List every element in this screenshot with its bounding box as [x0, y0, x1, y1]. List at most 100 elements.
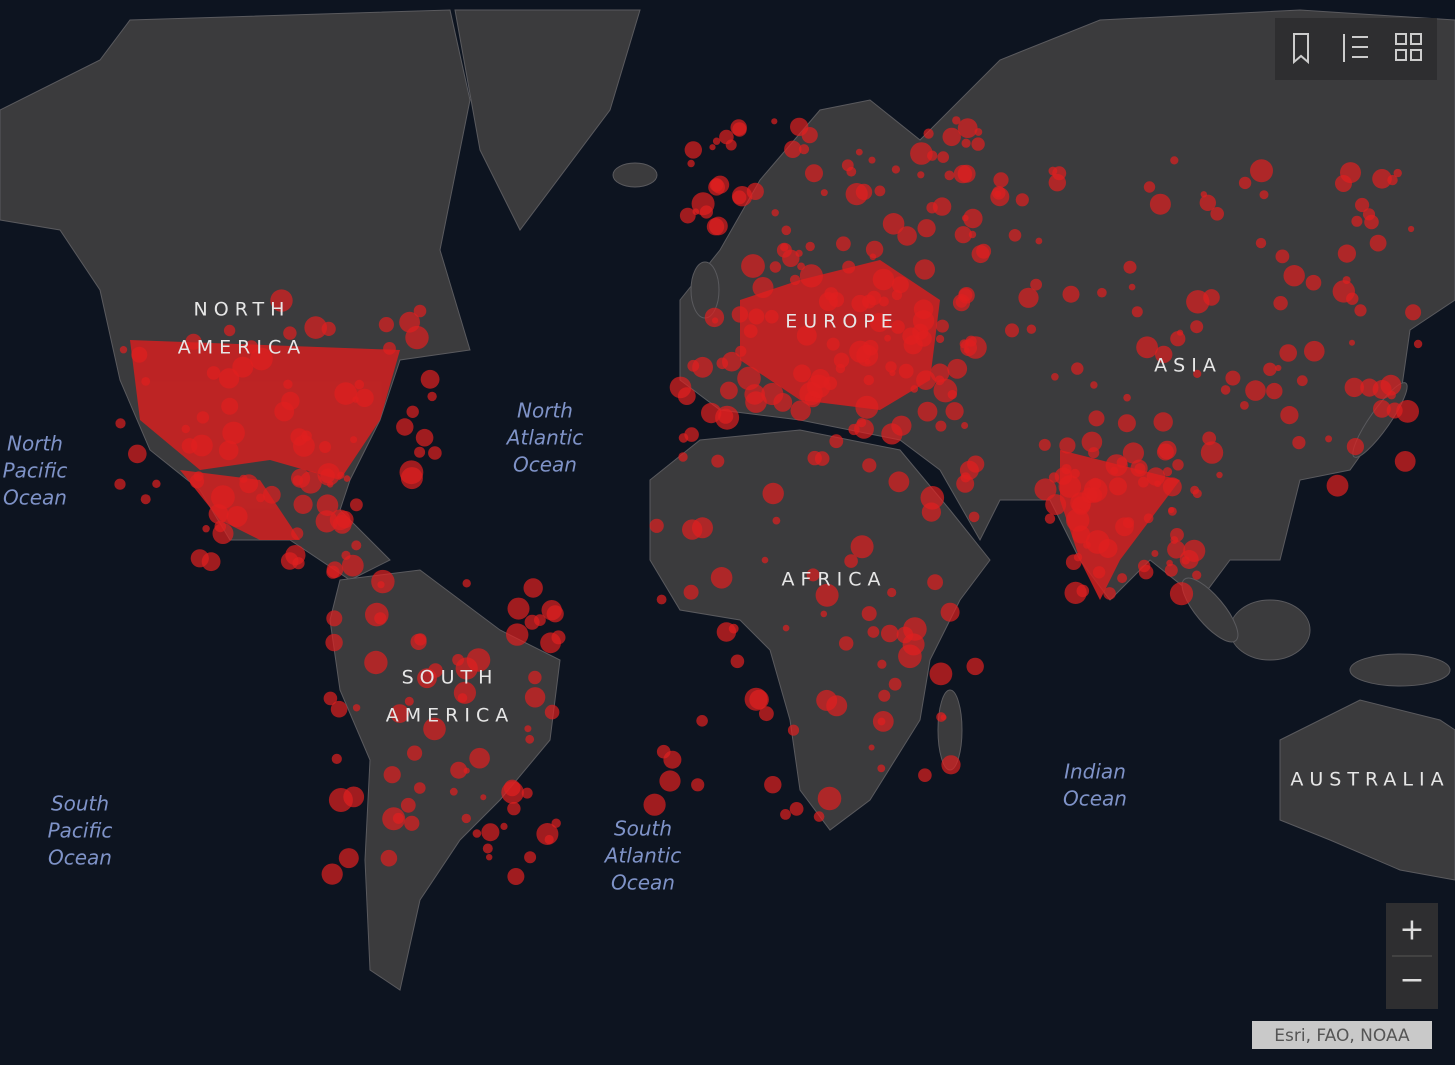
case-dot: [319, 441, 332, 453]
case-dot: [1393, 168, 1402, 178]
case-dot: [524, 851, 537, 864]
case-dot: [1034, 478, 1057, 501]
case-dot: [1220, 385, 1231, 395]
zoom-in[interactable]: +: [1399, 913, 1424, 948]
case-dot: [1305, 274, 1322, 291]
case-dot: [787, 724, 800, 736]
case-dot: [824, 287, 839, 301]
case-dot: [735, 345, 747, 357]
case-dot: [898, 644, 922, 669]
case-dot: [1117, 573, 1128, 584]
case-dot: [1335, 175, 1352, 192]
zoom-out[interactable]: −: [1399, 963, 1424, 998]
case-dot: [500, 822, 508, 831]
case-dot: [1304, 340, 1325, 362]
case-dot: [945, 402, 964, 421]
case-dot: [1405, 304, 1422, 321]
case-dot: [1413, 339, 1423, 349]
case-dot: [1364, 214, 1379, 230]
case-dot: [1134, 463, 1146, 475]
case-dot: [891, 276, 909, 294]
case-dot: [1292, 436, 1306, 450]
case-dot: [730, 119, 747, 136]
case-dot: [966, 657, 984, 676]
case-dot: [730, 654, 745, 669]
case-dot: [304, 316, 328, 339]
case-dot: [131, 346, 148, 363]
case-dot: [414, 633, 427, 646]
mexico-cases: [180, 470, 300, 540]
case-dot: [659, 770, 681, 792]
case-dot: [963, 208, 983, 229]
case-dot: [842, 260, 856, 274]
case-dot: [936, 334, 945, 344]
case-dot: [798, 144, 810, 155]
case-dot: [1081, 431, 1103, 453]
case-dot: [887, 587, 897, 598]
case-dot: [383, 342, 396, 355]
case-dot: [957, 118, 978, 138]
case-dot: [506, 623, 529, 646]
case-dot: [414, 782, 426, 794]
case-dot: [1018, 287, 1039, 308]
case-dot: [315, 510, 338, 533]
case-dot: [862, 294, 876, 309]
case-dot: [1103, 587, 1116, 600]
continent-label: AMERICA: [178, 337, 306, 359]
case-dot: [1273, 296, 1288, 311]
case-dot: [316, 494, 339, 516]
case-dot: [781, 225, 792, 236]
case-dot: [869, 312, 890, 333]
case-dot: [1076, 584, 1090, 598]
case-dot: [525, 734, 535, 744]
case-dot: [321, 863, 343, 885]
list-icon[interactable]: [1343, 34, 1368, 62]
case-dot: [923, 128, 934, 139]
case-dot: [877, 659, 887, 669]
case-dot: [954, 226, 972, 244]
case-dot: [399, 460, 424, 485]
case-dot: [839, 636, 854, 651]
case-dot: [1325, 435, 1333, 443]
case-dot: [854, 419, 874, 439]
case-dot: [1070, 468, 1080, 479]
case-dot: [536, 823, 559, 845]
case-dot: [910, 142, 933, 165]
case-dot: [291, 527, 304, 540]
case-dot: [1026, 324, 1037, 334]
case-dot: [482, 843, 493, 854]
case-dot: [1183, 539, 1206, 563]
case-dot: [885, 361, 897, 373]
case-dot: [1123, 393, 1131, 402]
case-dot: [961, 422, 969, 429]
case-dot: [364, 650, 388, 675]
ocean-label: North: [7, 432, 63, 456]
case-dot: [1162, 467, 1173, 477]
case-dot: [181, 424, 190, 434]
case-dot: [732, 190, 747, 205]
case-dot: [501, 781, 524, 804]
case-dot: [929, 662, 953, 686]
case-dot: [888, 677, 902, 691]
case-dot: [371, 569, 395, 594]
case-dot: [1296, 375, 1308, 387]
case-dot: [789, 802, 804, 816]
case-dot: [196, 411, 210, 424]
case-dot: [466, 648, 491, 672]
case-dot: [793, 364, 811, 383]
case-dot: [1280, 406, 1299, 425]
case-dot: [1396, 400, 1419, 423]
bookmark-icon[interactable]: [1293, 33, 1309, 65]
case-dot: [947, 358, 968, 379]
case-dot: [323, 691, 338, 706]
case-dot: [715, 405, 740, 430]
case-dot: [1138, 476, 1149, 488]
grid-icon[interactable]: [1395, 33, 1422, 61]
case-dot: [507, 801, 521, 816]
attribution-box: [1252, 1021, 1432, 1049]
case-dot: [140, 494, 151, 505]
iceland: [612, 162, 658, 188]
case-dot: [848, 423, 860, 436]
case-dot: [283, 379, 293, 389]
case-dot: [1344, 377, 1365, 398]
